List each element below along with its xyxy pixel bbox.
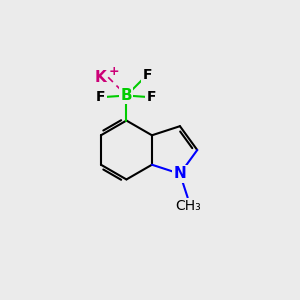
Text: K: K — [95, 70, 107, 85]
Text: F: F — [146, 90, 156, 104]
Text: +: + — [109, 65, 119, 79]
Text: B: B — [121, 88, 132, 103]
Text: F: F — [96, 90, 106, 104]
Text: CH₃: CH₃ — [175, 199, 201, 213]
Text: N: N — [174, 166, 186, 181]
Text: F: F — [142, 68, 152, 82]
